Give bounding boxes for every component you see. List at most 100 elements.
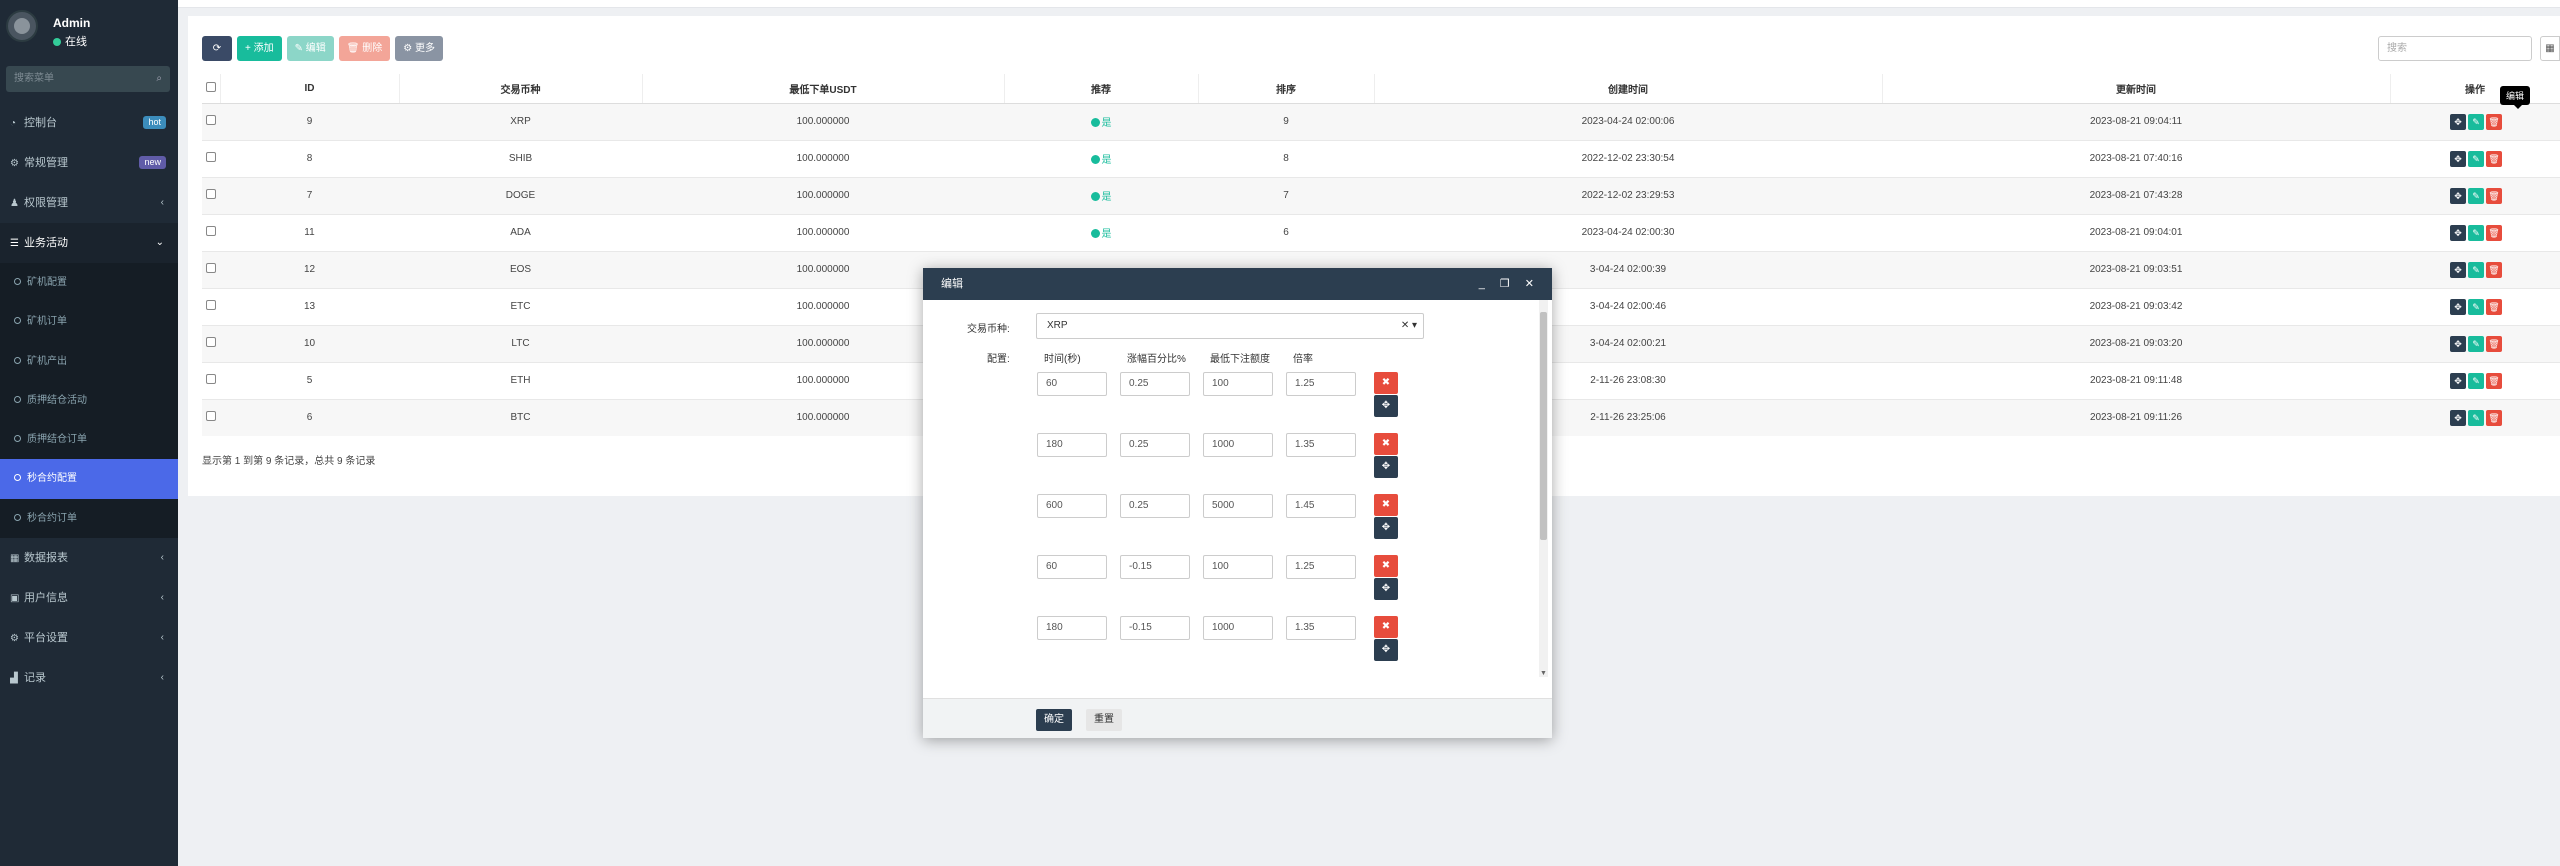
sidebar-item-permissions[interactable]: ♟ 权限管理 ‹	[0, 183, 178, 223]
columns-toggle-button[interactable]: ▦	[2540, 36, 2560, 61]
drag-row-icon[interactable]: ✥	[1374, 395, 1398, 417]
drag-row-icon[interactable]: ✥	[1374, 456, 1398, 478]
row-checkbox[interactable]	[206, 189, 216, 199]
table-row[interactable]: 7 DOGE 100.000000 是 7 2022-12-02 23:29:53 2023…	[202, 176, 2560, 214]
trash-icon[interactable]: 🗑	[2486, 113, 2502, 130]
trash-icon[interactable]: 🗑	[2486, 335, 2502, 352]
row-select-cell[interactable]	[202, 213, 220, 251]
sidebar-item-business[interactable]: ☰ 业务活动 ⌄	[0, 223, 178, 263]
row-checkbox[interactable]	[206, 226, 216, 236]
trash-icon[interactable]: 🗑	[2486, 150, 2502, 167]
config-input-minbet[interactable]: 1000	[1203, 616, 1273, 640]
column-header[interactable]: 更新时间	[1882, 74, 2391, 104]
sidebar-search-input[interactable]: 搜索菜单 ⌕	[6, 66, 170, 92]
row-checkbox[interactable]	[206, 337, 216, 347]
drag-row-icon[interactable]: ✥	[1374, 639, 1398, 661]
drag-icon[interactable]: ✥	[2450, 224, 2466, 241]
config-input-minbet[interactable]: 100	[1203, 555, 1273, 579]
select-all-checkbox[interactable]	[205, 81, 216, 92]
sidebar-subitem-staking-orders[interactable]: 质押结仓订单	[0, 420, 178, 459]
row-select-cell[interactable]	[202, 176, 220, 214]
config-input-rise[interactable]: -0.15	[1120, 616, 1190, 640]
config-input-rate[interactable]: 1.45	[1286, 494, 1356, 518]
coin-select[interactable]: XRP ✕ ▾	[1036, 313, 1424, 339]
column-header[interactable]: 最低下单USDT	[642, 74, 1005, 104]
row-select-cell[interactable]	[202, 287, 220, 325]
confirm-button[interactable]: 确定	[1036, 709, 1072, 731]
sidebar-subitem-staking-activity[interactable]: 质押结仓活动	[0, 381, 178, 420]
recommend-badge[interactable]: 是	[1090, 229, 1112, 240]
sidebar-subitem-miner-config[interactable]: 矿机配置	[0, 263, 178, 302]
sidebar-subitem-miner-orders[interactable]: 矿机订单	[0, 302, 178, 341]
column-header[interactable]: 交易币种	[399, 74, 643, 104]
recommend-badge[interactable]: 是	[1090, 155, 1112, 166]
remove-row-icon[interactable]: ✖	[1374, 616, 1398, 638]
refresh-button[interactable]: ⟳	[202, 36, 232, 61]
config-input-rate[interactable]: 1.25	[1286, 555, 1356, 579]
scroll-down-icon[interactable]: ▼	[1540, 670, 1547, 677]
dialog-window-controls[interactable]: _ ❐ ✕	[1478, 278, 1540, 290]
table-row[interactable]: 5 ETH 100.000000 2-11-26 23:08:30 2023-08-21…	[202, 361, 2560, 399]
sidebar-item-dashboard[interactable]: ◔ 控制台 hot	[0, 103, 178, 143]
config-input-time[interactable]: 180	[1037, 616, 1107, 640]
config-input-rate[interactable]: 1.35	[1286, 433, 1356, 457]
select-all-header[interactable]	[202, 74, 221, 104]
config-input-time[interactable]: 600	[1037, 494, 1107, 518]
drag-icon[interactable]: ✥	[2450, 261, 2466, 278]
row-checkbox[interactable]	[206, 374, 216, 384]
edit-icon[interactable]: ✎	[2468, 298, 2484, 315]
config-input-time[interactable]: 180	[1037, 433, 1107, 457]
sidebar-item-users[interactable]: ▣ 用户信息 ‹	[0, 578, 178, 618]
table-row[interactable]: 9 XRP 100.000000 是 9 2023-04-24 02:00:06 2023-…	[202, 102, 2560, 140]
sidebar-item-reports[interactable]: ▦ 数据报表 ‹	[0, 538, 178, 578]
column-header[interactable]: 排序	[1198, 74, 1375, 104]
drag-icon[interactable]: ✥	[2450, 409, 2466, 426]
config-input-minbet[interactable]: 100	[1203, 372, 1273, 396]
drag-icon[interactable]: ✥	[2450, 298, 2466, 315]
delete-button[interactable]: 🗑 删除	[338, 36, 391, 61]
table-search-input[interactable]: 搜索	[2378, 36, 2532, 61]
edit-icon[interactable]: ✎	[2468, 113, 2484, 130]
edit-icon[interactable]: ✎	[2468, 187, 2484, 204]
trash-icon[interactable]: 🗑	[2486, 372, 2502, 389]
trash-icon[interactable]: 🗑	[2486, 187, 2502, 204]
config-input-rise[interactable]: 0.25	[1120, 433, 1190, 457]
reset-button[interactable]: 重置	[1086, 709, 1122, 731]
config-input-time[interactable]: 60	[1037, 555, 1107, 579]
config-input-minbet[interactable]: 1000	[1203, 433, 1273, 457]
sidebar-item-platform[interactable]: ⚙ 平台设置 ‹	[0, 618, 178, 658]
edit-icon[interactable]: ✎	[2468, 372, 2484, 389]
edit-icon[interactable]: ✎	[2468, 150, 2484, 167]
drag-icon[interactable]: ✥	[2450, 150, 2466, 167]
scrollbar-thumb[interactable]	[1540, 312, 1547, 540]
row-select-cell[interactable]	[202, 250, 220, 288]
row-select-cell[interactable]	[202, 398, 220, 436]
table-row[interactable]: 11 ADA 100.000000 是 6 2023-04-24 02:00:30 2023…	[202, 213, 2560, 251]
row-select-cell[interactable]	[202, 361, 220, 399]
drag-icon[interactable]: ✥	[2450, 187, 2466, 204]
config-input-rise[interactable]: -0.15	[1120, 555, 1190, 579]
clear-caret-icon[interactable]: ✕ ▾	[1400, 320, 1417, 331]
edit-icon[interactable]: ✎	[2468, 409, 2484, 426]
drag-icon[interactable]: ✥	[2450, 335, 2466, 352]
trash-icon[interactable]: 🗑	[2486, 261, 2502, 278]
row-checkbox[interactable]	[206, 115, 216, 125]
column-header[interactable]: ID	[220, 74, 400, 104]
dialog-scrollbar[interactable]: ▼	[1539, 300, 1548, 677]
config-input-rise[interactable]: 0.25	[1120, 494, 1190, 518]
remove-row-icon[interactable]: ✖	[1374, 555, 1398, 577]
sidebar-item-general[interactable]: ⚙ 常规管理 new	[0, 143, 178, 183]
edit-icon[interactable]: ✎	[2468, 335, 2484, 352]
drag-row-icon[interactable]: ✥	[1374, 517, 1398, 539]
recommend-badge[interactable]: 是	[1090, 118, 1112, 129]
trash-icon[interactable]: 🗑	[2486, 298, 2502, 315]
remove-row-icon[interactable]: ✖	[1374, 494, 1398, 516]
sidebar-subitem-contract-orders[interactable]: 秒合约订单	[0, 499, 178, 538]
config-input-rate[interactable]: 1.25	[1286, 372, 1356, 396]
row-select-cell[interactable]	[202, 139, 220, 177]
config-input-rise[interactable]: 0.25	[1120, 372, 1190, 396]
search-icon[interactable]: ⌕	[156, 73, 162, 84]
row-checkbox[interactable]	[206, 411, 216, 422]
drag-icon[interactable]: ✥	[2450, 372, 2466, 389]
drag-row-icon[interactable]: ✥	[1374, 578, 1398, 600]
